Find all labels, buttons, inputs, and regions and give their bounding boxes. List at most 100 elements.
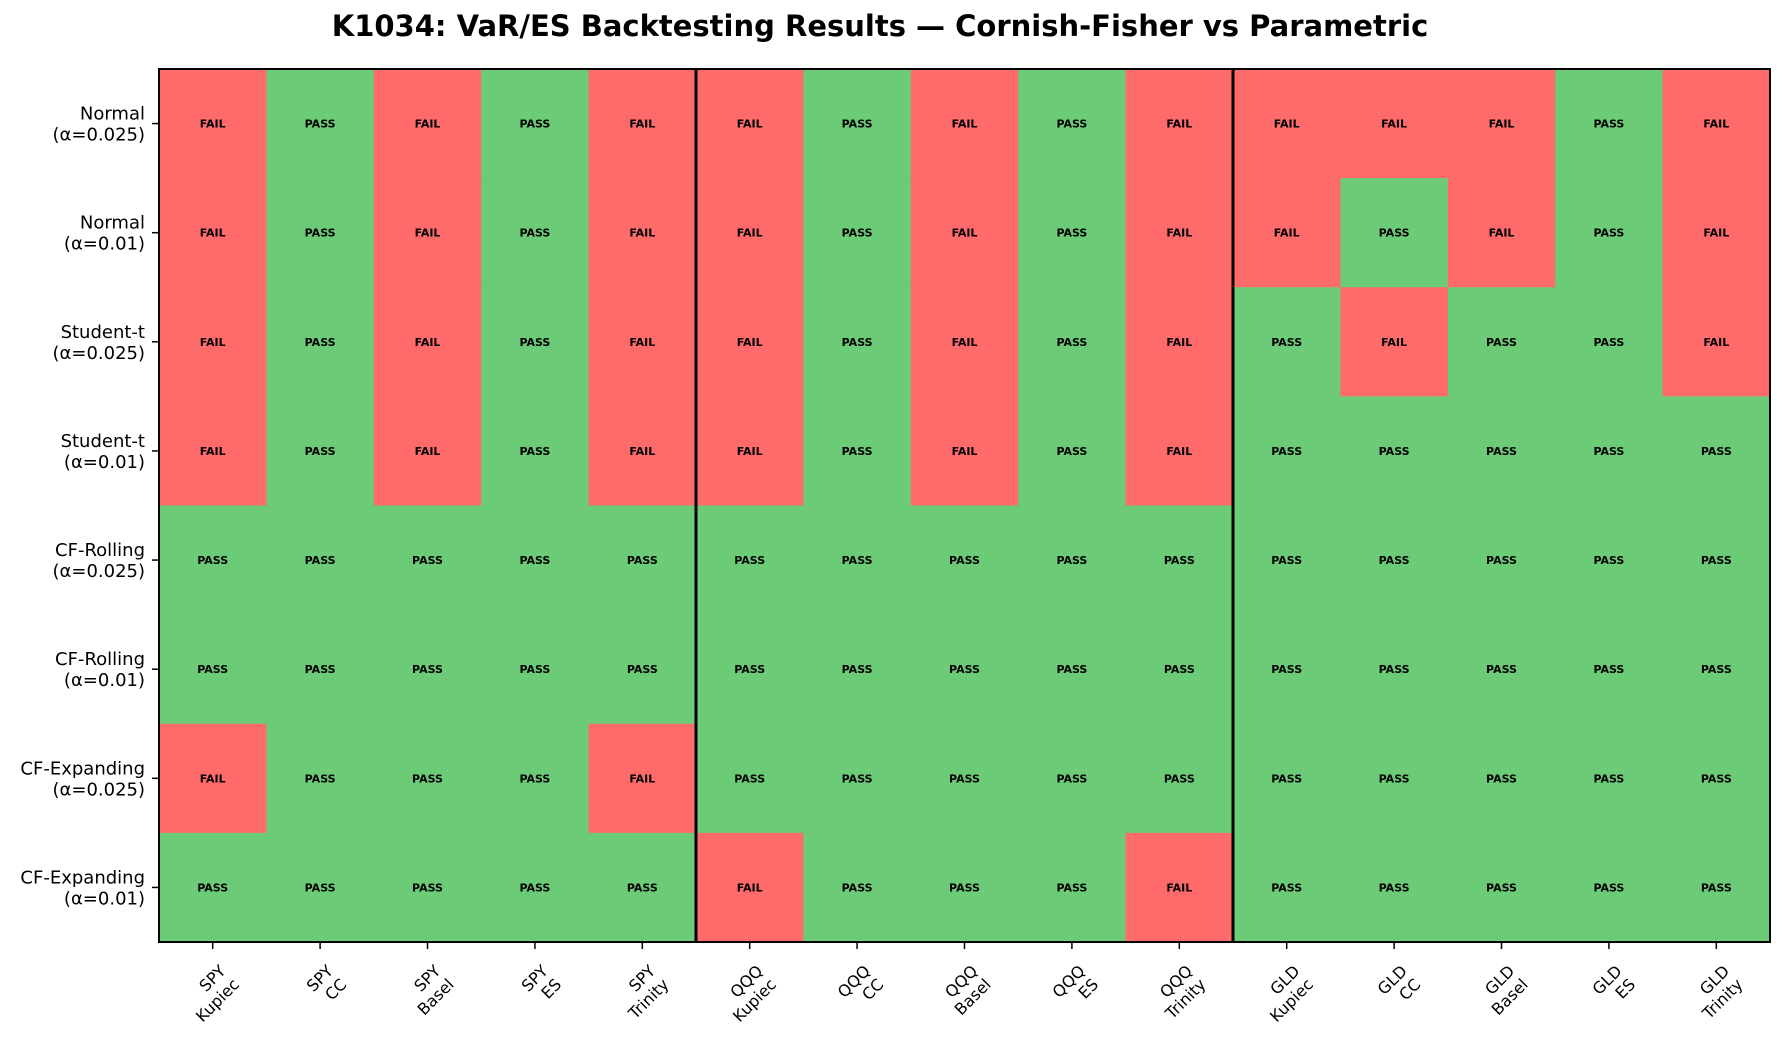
heatmap-cell <box>1233 614 1341 725</box>
heatmap-cell <box>373 69 482 179</box>
cell-value-label: PASS <box>842 118 873 131</box>
heatmap-cell <box>1233 69 1341 179</box>
cell-value-label: FAIL <box>200 118 226 131</box>
heatmap-cell <box>266 614 375 725</box>
cell-value-label: PASS <box>1056 663 1087 676</box>
heatmap-cell <box>1662 178 1771 288</box>
heatmap-cell <box>1018 505 1127 616</box>
cell-value-label: PASS <box>734 663 765 676</box>
cell-value-label: PASS <box>305 118 336 131</box>
cell-value-label: PASS <box>412 772 443 785</box>
heatmap-cell <box>1555 396 1664 507</box>
cell-value-label: PASS <box>1593 227 1624 240</box>
y-tick-label: CF-Expanding (α=0.01) <box>20 867 145 909</box>
heatmap-cell <box>1233 178 1341 288</box>
x-tick-label: QQQES <box>1049 961 1103 1015</box>
heatmap-cell <box>696 614 804 725</box>
y-tick-label: CF-Rolling (α=0.025) <box>52 540 145 582</box>
cell-value-label: PASS <box>305 227 336 240</box>
y-tick-label: Normal (α=0.025) <box>52 104 145 146</box>
heatmap-cell <box>1233 396 1341 507</box>
x-tick-label: GLDCC <box>1374 961 1425 1012</box>
heatmap-cell <box>588 287 697 397</box>
cell-value-label: PASS <box>305 336 336 349</box>
cell-value-label: PASS <box>1593 554 1624 567</box>
cell-value-label: FAIL <box>629 445 655 458</box>
heatmap-cell <box>159 396 267 507</box>
heatmap-cell <box>1340 723 1449 834</box>
heatmap-cell <box>588 832 697 943</box>
heatmap-cell <box>1555 69 1664 179</box>
cell-value-label: PASS <box>305 663 336 676</box>
x-tick-label: GLDKupiec <box>1253 961 1317 1025</box>
heatmap-cell-labels: FAIL PASS FAIL PASS FAIL FAIL PASS FAIL PASS FAIL… <box>197 118 1732 895</box>
heatmap-cell <box>481 505 590 616</box>
cell-value-label: FAIL <box>200 336 226 349</box>
heatmap-cell <box>803 396 912 507</box>
heatmap-cell <box>373 396 482 507</box>
cell-value-label: PASS <box>949 772 980 785</box>
cell-value-label: PASS <box>412 881 443 894</box>
y-tick-label: Normal (α=0.01) <box>64 213 145 255</box>
heatmap-cell <box>1018 178 1127 288</box>
cell-value-label: PASS <box>1593 663 1624 676</box>
heatmap-cell <box>373 614 482 725</box>
cell-value-label: PASS <box>1486 772 1517 785</box>
cell-value-label: FAIL <box>1166 227 1192 240</box>
heatmap-cell <box>1125 832 1234 943</box>
x-tick-label: QQQTrinity <box>1147 961 1209 1023</box>
cell-value-label: PASS <box>734 772 765 785</box>
cell-value-label: PASS <box>1164 554 1195 567</box>
cell-value-label: PASS <box>949 881 980 894</box>
heatmap-cell <box>373 505 482 616</box>
cell-value-label: PASS <box>519 445 550 458</box>
heatmap-cell <box>481 832 590 943</box>
cell-value-label: PASS <box>1486 881 1517 894</box>
cell-value-label: FAIL <box>629 336 655 349</box>
heatmap-cell <box>266 69 375 179</box>
heatmap-cell <box>1555 287 1664 397</box>
heatmap-cell <box>1125 287 1234 397</box>
cell-value-label: FAIL <box>952 118 978 131</box>
heatmap-cell <box>803 723 912 834</box>
cell-value-label: PASS <box>1056 881 1087 894</box>
heatmap-cell <box>910 832 1019 943</box>
cell-value-label: FAIL <box>629 227 655 240</box>
cell-value-label: FAIL <box>952 227 978 240</box>
heatmap-cell <box>1447 396 1556 507</box>
cell-value-label: PASS <box>1593 445 1624 458</box>
x-tick-label: QQQKupiec <box>716 961 780 1025</box>
cell-value-label: PASS <box>1486 336 1517 349</box>
cell-value-label: PASS <box>1379 881 1410 894</box>
heatmap-cell <box>1555 832 1664 943</box>
cell-value-label: PASS <box>1593 881 1624 894</box>
heatmap-cell <box>159 614 267 725</box>
heatmap-cell <box>1233 287 1341 397</box>
y-tick-label: Student-t (α=0.01) <box>61 431 145 473</box>
heatmap-cell <box>1662 832 1771 943</box>
heatmap-cell <box>1447 69 1556 179</box>
heatmap-cell <box>803 832 912 943</box>
y-tick-label: CF-Expanding (α=0.025) <box>20 758 145 800</box>
heatmap-cell <box>1447 178 1556 288</box>
heatmap-cell <box>266 505 375 616</box>
cell-value-label: PASS <box>1701 445 1732 458</box>
heatmap-cell <box>803 505 912 616</box>
cell-value-label: FAIL <box>1274 227 1300 240</box>
cell-value-label: PASS <box>197 881 228 894</box>
y-tick-label: CF-Rolling (α=0.01) <box>55 649 145 691</box>
heatmap-cell <box>1447 614 1556 725</box>
cell-value-label: FAIL <box>415 227 441 240</box>
heatmap-cell <box>588 396 697 507</box>
cell-value-label: PASS <box>627 881 658 894</box>
heatmap-cell <box>1447 505 1556 616</box>
heatmap-cell <box>1447 832 1556 943</box>
heatmap-cell <box>1125 396 1234 507</box>
cell-value-label: PASS <box>842 336 873 349</box>
cell-value-label: FAIL <box>1166 881 1192 894</box>
cell-value-label: FAIL <box>1703 227 1729 240</box>
cell-value-label: PASS <box>1593 772 1624 785</box>
heatmap-cell <box>696 505 804 616</box>
heatmap-cell <box>1340 832 1449 943</box>
cell-value-label: PASS <box>842 227 873 240</box>
